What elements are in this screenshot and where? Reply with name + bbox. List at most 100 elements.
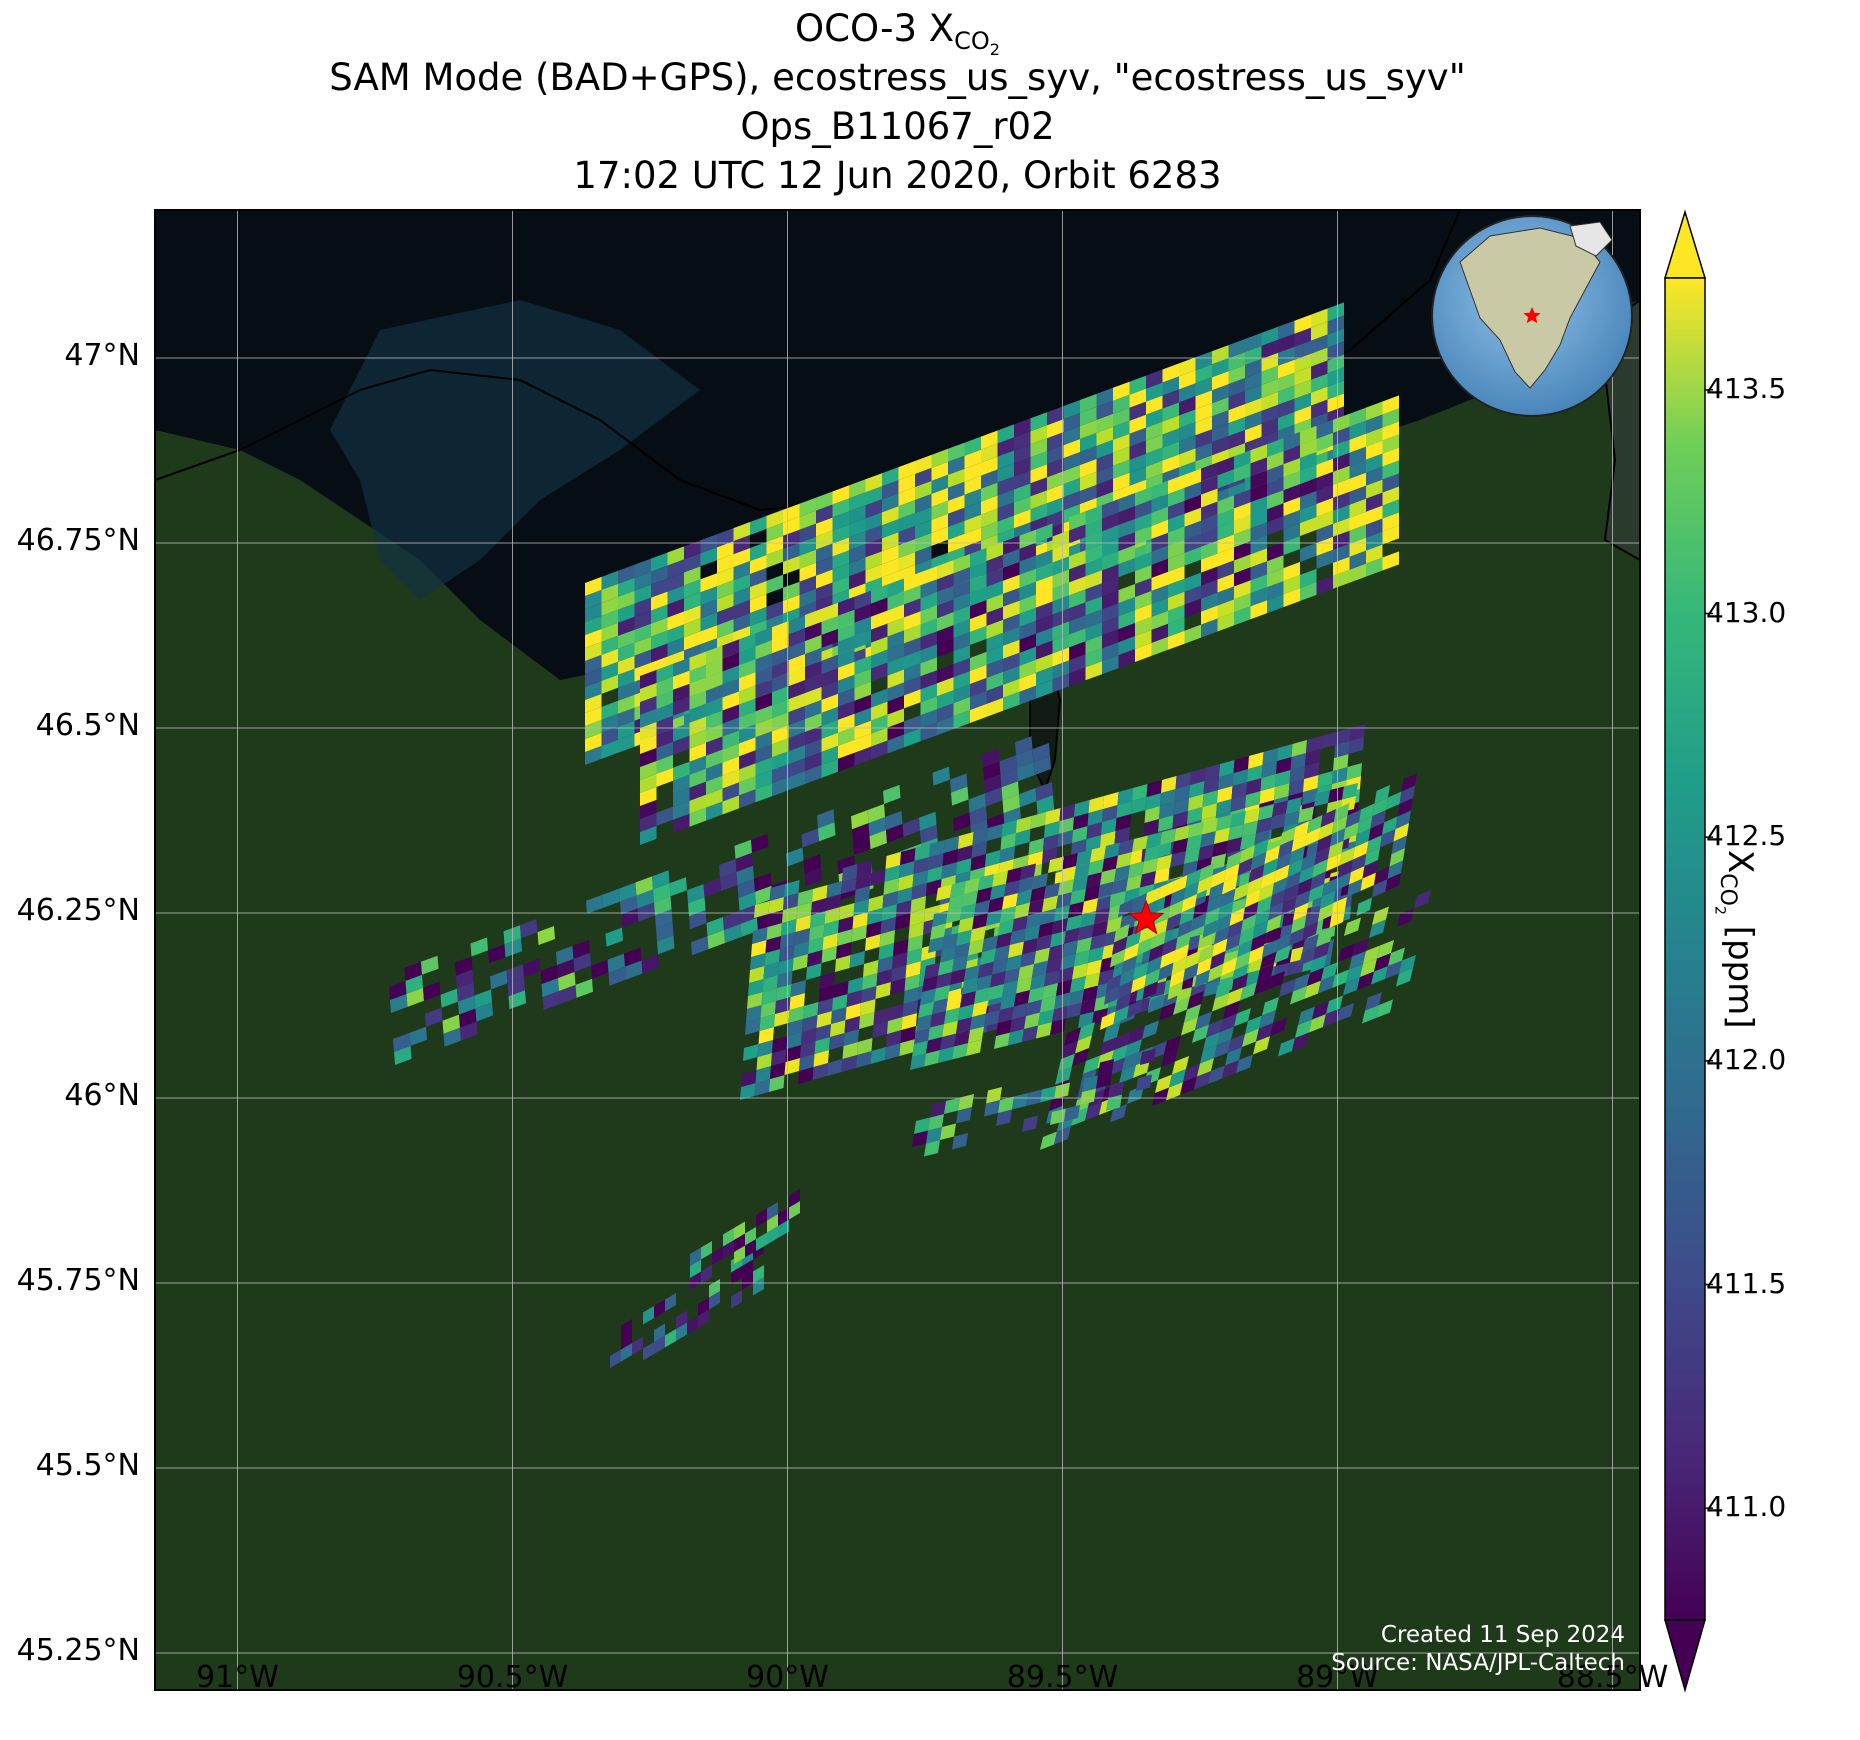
sounding-cell [1026, 999, 1042, 1016]
sounding-cell [758, 1027, 774, 1044]
sounding-cell [970, 651, 987, 671]
sounding-cell [585, 628, 602, 648]
sounding-cell [1318, 975, 1335, 994]
sounding-cell [1184, 520, 1201, 540]
sounding-cell [1283, 575, 1300, 595]
sounding-cell [904, 598, 921, 618]
sounding-cell [1250, 600, 1267, 620]
sounding-cell [733, 613, 750, 633]
sounding-cell [1036, 666, 1053, 686]
sounding-cell [954, 942, 970, 959]
sounding-cell [687, 1316, 698, 1335]
sounding-cell [1214, 926, 1230, 945]
sounding-cell [1385, 960, 1402, 979]
sounding-cell [970, 625, 987, 645]
sounding-cell [948, 481, 965, 501]
sounding-cell [1311, 308, 1328, 328]
sounding-cell [962, 978, 978, 995]
sounding-cell [739, 698, 756, 718]
sounding-cell [895, 913, 911, 930]
sounding-cell [1026, 912, 1042, 929]
sounding-cell [982, 748, 1000, 768]
sounding-cell [1250, 483, 1267, 503]
sounding-cell [997, 463, 1014, 483]
sounding-cell [870, 1047, 886, 1064]
colorbar-title: XCO2 [ppm] [1711, 850, 1760, 1029]
sounding-cell [953, 645, 970, 665]
sounding-cell [706, 645, 723, 665]
sounding-cell [1233, 882, 1249, 901]
sounding-cell [1106, 974, 1122, 993]
sounding-cell [1316, 471, 1333, 491]
sounding-cell [1156, 854, 1172, 871]
sounding-cell [770, 1062, 786, 1079]
sounding-cell [1366, 466, 1383, 486]
sounding-cell [1362, 860, 1378, 879]
sounding-cell [1085, 835, 1101, 852]
sounding-cell [970, 573, 987, 593]
sounding-cell [1033, 756, 1051, 776]
sounding-cell [1382, 816, 1398, 835]
sounding-cell [904, 637, 921, 657]
sounding-cell [1300, 464, 1317, 484]
sounding-cell [1365, 992, 1382, 1011]
sounding-cell [1327, 302, 1344, 322]
sounding-cell [786, 847, 804, 867]
sounding-cell [1217, 573, 1234, 593]
sounding-cell [953, 606, 970, 626]
sounding-cell [849, 557, 866, 577]
sounding-cell [1260, 950, 1277, 969]
sounding-cell [1217, 547, 1234, 567]
sounding-cell [1376, 999, 1393, 1018]
sounding-cell [1215, 980, 1232, 999]
sounding-cell [1300, 425, 1317, 445]
sounding-cell [689, 794, 706, 814]
sounding-cell [1355, 828, 1371, 847]
sounding-cell [1245, 889, 1261, 908]
sounding-cell [832, 550, 849, 570]
sounding-cell [1052, 582, 1069, 602]
sounding-cell [788, 667, 805, 687]
sounding-cell [637, 902, 655, 922]
sounding-cell [1036, 562, 1053, 582]
sounding-cell [1162, 389, 1179, 409]
sounding-cell [884, 865, 900, 882]
sounding-cell [920, 722, 937, 742]
sounding-cell [640, 760, 657, 780]
sounding-cell [981, 508, 998, 528]
sounding-cell [1003, 561, 1020, 581]
sounding-cell [1064, 1105, 1080, 1122]
sounding-cell [784, 1058, 800, 1075]
sounding-cell [755, 692, 772, 712]
sounding-cell [673, 696, 690, 716]
sounding-cell [1233, 756, 1249, 773]
sounding-cell [765, 936, 781, 953]
sounding-cell [722, 782, 739, 802]
sounding-cell [601, 596, 618, 616]
sounding-cell [854, 655, 871, 675]
sounding-cell [1298, 1006, 1315, 1025]
sounding-cell [1168, 500, 1185, 520]
sounding-cell [860, 999, 876, 1016]
sounding-cell [1202, 919, 1218, 938]
sounding-cell [745, 1018, 761, 1035]
sounding-cell [936, 972, 952, 989]
sounding-cell [1267, 542, 1284, 562]
sounding-cell [1048, 944, 1064, 961]
sounding-cell [601, 700, 618, 720]
sounding-cell [832, 537, 849, 557]
sounding-cell [1366, 505, 1383, 525]
sounding-cell [1113, 1005, 1129, 1024]
sounding-cell [931, 500, 948, 520]
sounding-cell [910, 896, 926, 913]
lat-tick-label: 45.5°N [35, 1448, 140, 1483]
sounding-cell [1151, 636, 1168, 656]
sounding-cell [1283, 562, 1300, 582]
sounding-cell [906, 948, 922, 965]
sounding-cell [1137, 937, 1153, 956]
sounding-cell [755, 885, 773, 905]
sounding-cell [1161, 776, 1177, 793]
sounding-cell [932, 910, 948, 927]
sounding-cell [801, 828, 819, 848]
sounding-cell [1069, 524, 1086, 544]
